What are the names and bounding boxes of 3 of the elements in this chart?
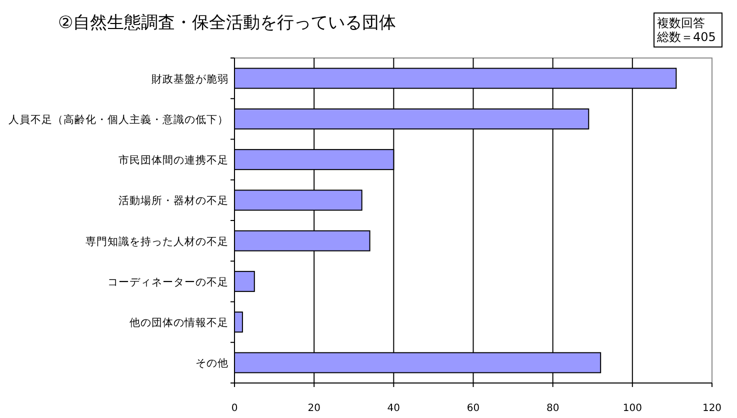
annotation: 総数＝405 [657, 30, 716, 44]
title: ②自然生態調査・保全活動を行っている団体 [58, 13, 396, 33]
annotation: 複数回答 [657, 16, 705, 30]
